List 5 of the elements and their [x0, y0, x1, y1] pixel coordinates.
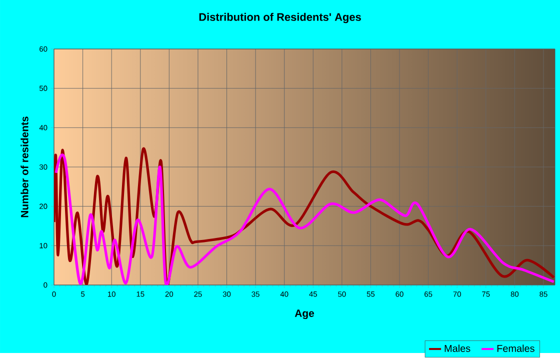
legend-label: Males [444, 344, 470, 352]
legend-label: Females [497, 344, 534, 352]
chart-title: Distribution of Residents' Ages [199, 13, 361, 24]
y-axis-title: Number of residents [20, 116, 28, 218]
x-axis-title: Age [294, 310, 314, 320]
